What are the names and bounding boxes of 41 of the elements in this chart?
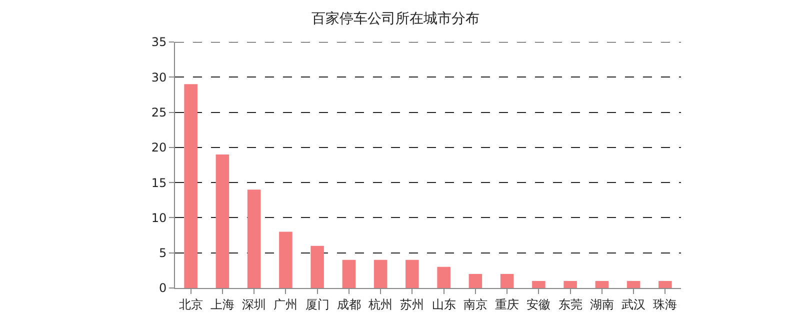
x-tick-label: 厦门 xyxy=(305,297,330,312)
bar xyxy=(437,266,450,288)
bar xyxy=(342,260,356,288)
bar xyxy=(184,84,198,288)
y-tick-label: 20 xyxy=(151,140,167,155)
x-tick-label: 安徽 xyxy=(526,297,551,312)
y-tick-label: 30 xyxy=(151,70,167,84)
x-tick-label: 上海 xyxy=(210,297,234,312)
y-tick-label: 5 xyxy=(158,246,167,260)
bar xyxy=(595,280,609,288)
bar xyxy=(500,274,514,288)
y-tick-label: 25 xyxy=(151,105,167,120)
x-tick-label: 苏州 xyxy=(400,297,424,312)
x-tick-label: 深圳 xyxy=(242,297,266,312)
y-tick-label: 0 xyxy=(158,281,167,296)
bar xyxy=(279,232,292,288)
x-tick-label: 成都 xyxy=(336,297,361,312)
y-tick-label: 35 xyxy=(151,35,167,50)
y-tick-label: 10 xyxy=(151,210,167,225)
chart-title: 百家停车公司所在城市分布 xyxy=(312,10,480,27)
x-tick-label: 南京 xyxy=(463,297,488,312)
bar xyxy=(532,280,546,288)
x-tick-label: 重庆 xyxy=(495,297,520,312)
x-tick-label: 珠海 xyxy=(653,297,678,312)
x-tick-label: 山东 xyxy=(432,297,456,312)
bar xyxy=(468,274,482,288)
x-tick-label: 武汉 xyxy=(622,297,646,312)
bar xyxy=(247,190,261,288)
x-tick-label: 广州 xyxy=(274,297,298,312)
bar xyxy=(626,280,640,288)
x-tick-label: 湖南 xyxy=(590,297,614,312)
bar xyxy=(658,280,672,288)
bar xyxy=(406,260,419,288)
bar xyxy=(564,280,577,288)
y-tick-label: 15 xyxy=(151,176,167,190)
x-tick-label: 北京 xyxy=(178,297,203,312)
x-tick-label: 东莞 xyxy=(558,297,582,312)
x-tick-label: 杭州 xyxy=(368,297,393,312)
bar xyxy=(374,260,388,288)
bar xyxy=(216,154,230,288)
bar xyxy=(310,246,324,288)
